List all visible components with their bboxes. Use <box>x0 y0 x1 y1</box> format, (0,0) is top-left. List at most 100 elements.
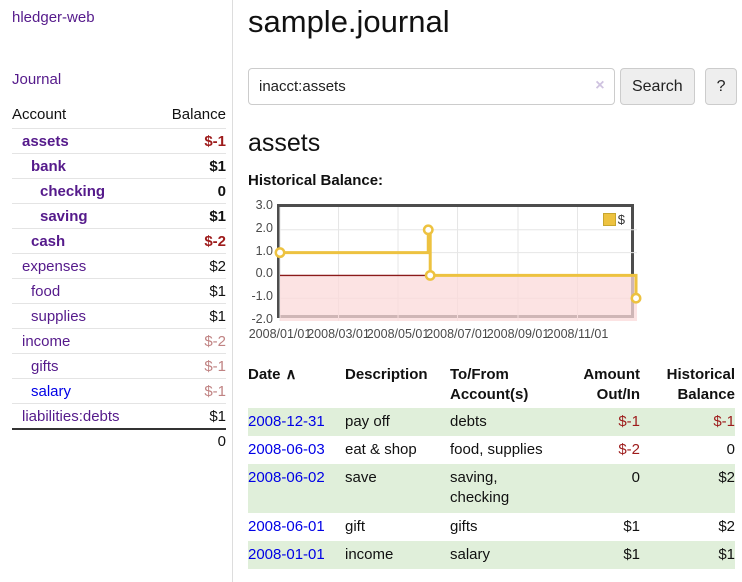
account-balance: $-1 <box>204 132 226 150</box>
x-axis-tick-label: 2008/07/01 <box>426 327 489 341</box>
sidebar-account-assets[interactable]: assets <box>22 132 69 150</box>
account-row: saving $1 <box>12 203 226 228</box>
account-heading: assets <box>248 129 321 157</box>
chart-plot-area: $ <box>274 204 642 321</box>
transaction-amount: $-2 <box>618 440 640 458</box>
account-row: liabilities:debts $1 <box>12 403 226 428</box>
transaction-amount: $1 <box>623 545 640 563</box>
help-button[interactable]: ? <box>705 68 737 105</box>
legend-label: $ <box>617 212 625 227</box>
account-row: assets $-1 <box>12 128 226 153</box>
account-row: expenses $2 <box>12 253 226 278</box>
sidebar-divider <box>232 0 233 582</box>
accounts-table: Account Balance assets $-1 bank $1 check… <box>12 101 226 452</box>
sidebar-account-cash[interactable]: cash <box>31 232 66 250</box>
accounts-total-row: 0 <box>12 428 226 452</box>
account-balance: $1 <box>209 307 226 325</box>
accounts-header-line2: Account(s) <box>450 386 529 404</box>
page-title: sample.journal <box>248 4 450 39</box>
sidebar-account-gifts[interactable]: gifts <box>31 357 59 375</box>
chart-canvas <box>274 207 642 321</box>
sidebar-account-supplies[interactable]: supplies <box>31 307 87 325</box>
balance-column-header: Balance <box>171 106 226 123</box>
x-axis-tick-label: 2008/05/01 <box>366 327 430 341</box>
legend-swatch-icon <box>602 213 616 226</box>
transaction-amount: 0 <box>631 469 640 486</box>
transaction-date-link[interactable]: 2008-06-03 <box>248 440 325 458</box>
register-row: 2008-12-31 pay off debts $-1 $-1 <box>248 407 735 436</box>
column-header-description: Description <box>345 363 450 408</box>
sidebar-item-journal[interactable]: Journal <box>12 71 62 88</box>
column-header-date[interactable]: Date ∧ <box>248 363 345 408</box>
account-row: food $1 <box>12 278 226 303</box>
account-row: gifts $-1 <box>12 353 226 378</box>
register-row: 2008-06-01 gift gifts $1 $2 <box>248 513 735 541</box>
transaction-amount: $1 <box>623 517 640 535</box>
sidebar-account-checking[interactable]: checking <box>40 182 106 200</box>
sidebar: hledger-web Journal Account Balance asse… <box>12 0 226 452</box>
sidebar-account-salary[interactable]: salary <box>31 382 72 400</box>
transaction-accounts: salary <box>450 545 491 563</box>
sidebar-account-income[interactable]: income <box>22 332 71 350</box>
search-button[interactable]: Search <box>619 68 696 105</box>
accounts-total-value: 0 <box>217 432 226 450</box>
sidebar-account-expenses[interactable]: expenses <box>22 257 87 275</box>
transaction-balance: $1 <box>718 545 735 563</box>
account-balance: $-1 <box>204 357 226 375</box>
account-balance: $1 <box>209 157 226 175</box>
y-axis-tick-label: -1.0 <box>251 289 273 304</box>
account-balance: 0 <box>217 182 226 200</box>
search-input-wrap: × <box>248 68 615 105</box>
chart-legend: $ <box>600 211 627 228</box>
date-header-label: Date <box>248 366 281 383</box>
sidebar-account-bank[interactable]: bank <box>31 157 67 175</box>
amount-header-line1: Amount <box>583 366 640 383</box>
column-header-accounts: To/From Account(s) <box>450 363 562 408</box>
clear-search-icon[interactable]: × <box>595 77 605 94</box>
transaction-balance: $-1 <box>713 412 735 430</box>
column-header-amount: Amount Out/In <box>562 363 640 408</box>
account-balance: $2 <box>209 257 226 275</box>
x-axis-tick-label: 2008/03/01 <box>307 327 370 341</box>
chart-title: Historical Balance: <box>248 172 384 189</box>
transaction-accounts: saving, checking <box>450 469 510 507</box>
y-axis-tick-label: 0.0 <box>255 266 273 281</box>
sidebar-account-food[interactable]: food <box>31 282 61 300</box>
accounts-header-line1: To/From <box>450 366 509 383</box>
sidebar-account-saving[interactable]: saving <box>40 207 88 225</box>
transaction-date-link[interactable]: 2008-06-01 <box>248 517 325 535</box>
account-balance: $-2 <box>204 332 226 350</box>
transaction-description: eat & shop <box>345 440 417 458</box>
balance-header-line2: Balance <box>677 386 735 404</box>
account-row: cash $-2 <box>12 228 226 253</box>
transaction-description: income <box>345 545 394 563</box>
transaction-accounts: food, supplies <box>450 440 543 458</box>
transaction-date-link[interactable]: 2008-12-31 <box>248 412 325 430</box>
transaction-balance: $2 <box>718 517 735 535</box>
amount-header-line2: Out/In <box>596 386 640 404</box>
historical-balance-chart: $ 3.0 2.0 1.0 0.0 -1.0 -2.0 2008/01/01 2008/03/… <box>248 198 737 341</box>
transaction-accounts: debts <box>450 412 487 430</box>
column-header-balance: Historical Balance <box>640 363 735 408</box>
transaction-accounts: gifts <box>450 517 478 535</box>
x-axis-tick-label: 2008/09/01 <box>486 327 550 341</box>
balance-header-line1: Historical <box>666 366 735 383</box>
transaction-date-link[interactable]: 2008-01-01 <box>248 545 325 563</box>
register-table: Date ∧ Description To/From Account(s) Amo… <box>248 363 735 569</box>
register-row: 2008-06-02 save saving, checking 0 $2 <box>248 464 735 513</box>
transaction-amount: $-1 <box>618 412 640 430</box>
brand-link[interactable]: hledger-web <box>12 9 95 26</box>
account-column-header: Account <box>12 106 67 123</box>
sidebar-account-liabilities-debts[interactable]: liabilities:debts <box>22 407 120 425</box>
transaction-date-link[interactable]: 2008-06-02 <box>248 469 325 486</box>
y-axis-tick-label: 2.0 <box>255 220 273 235</box>
description-header-label: Description <box>345 366 428 383</box>
y-axis-tick-label: 1.0 <box>255 243 273 258</box>
main-content: sample.journal × Search ? assets Histori… <box>248 0 737 569</box>
account-balance: $1 <box>209 407 226 425</box>
account-balance: $1 <box>209 282 226 300</box>
accounts-table-header: Account Balance <box>12 101 226 128</box>
search-input[interactable] <box>248 68 615 105</box>
account-row: income $-2 <box>12 328 226 353</box>
